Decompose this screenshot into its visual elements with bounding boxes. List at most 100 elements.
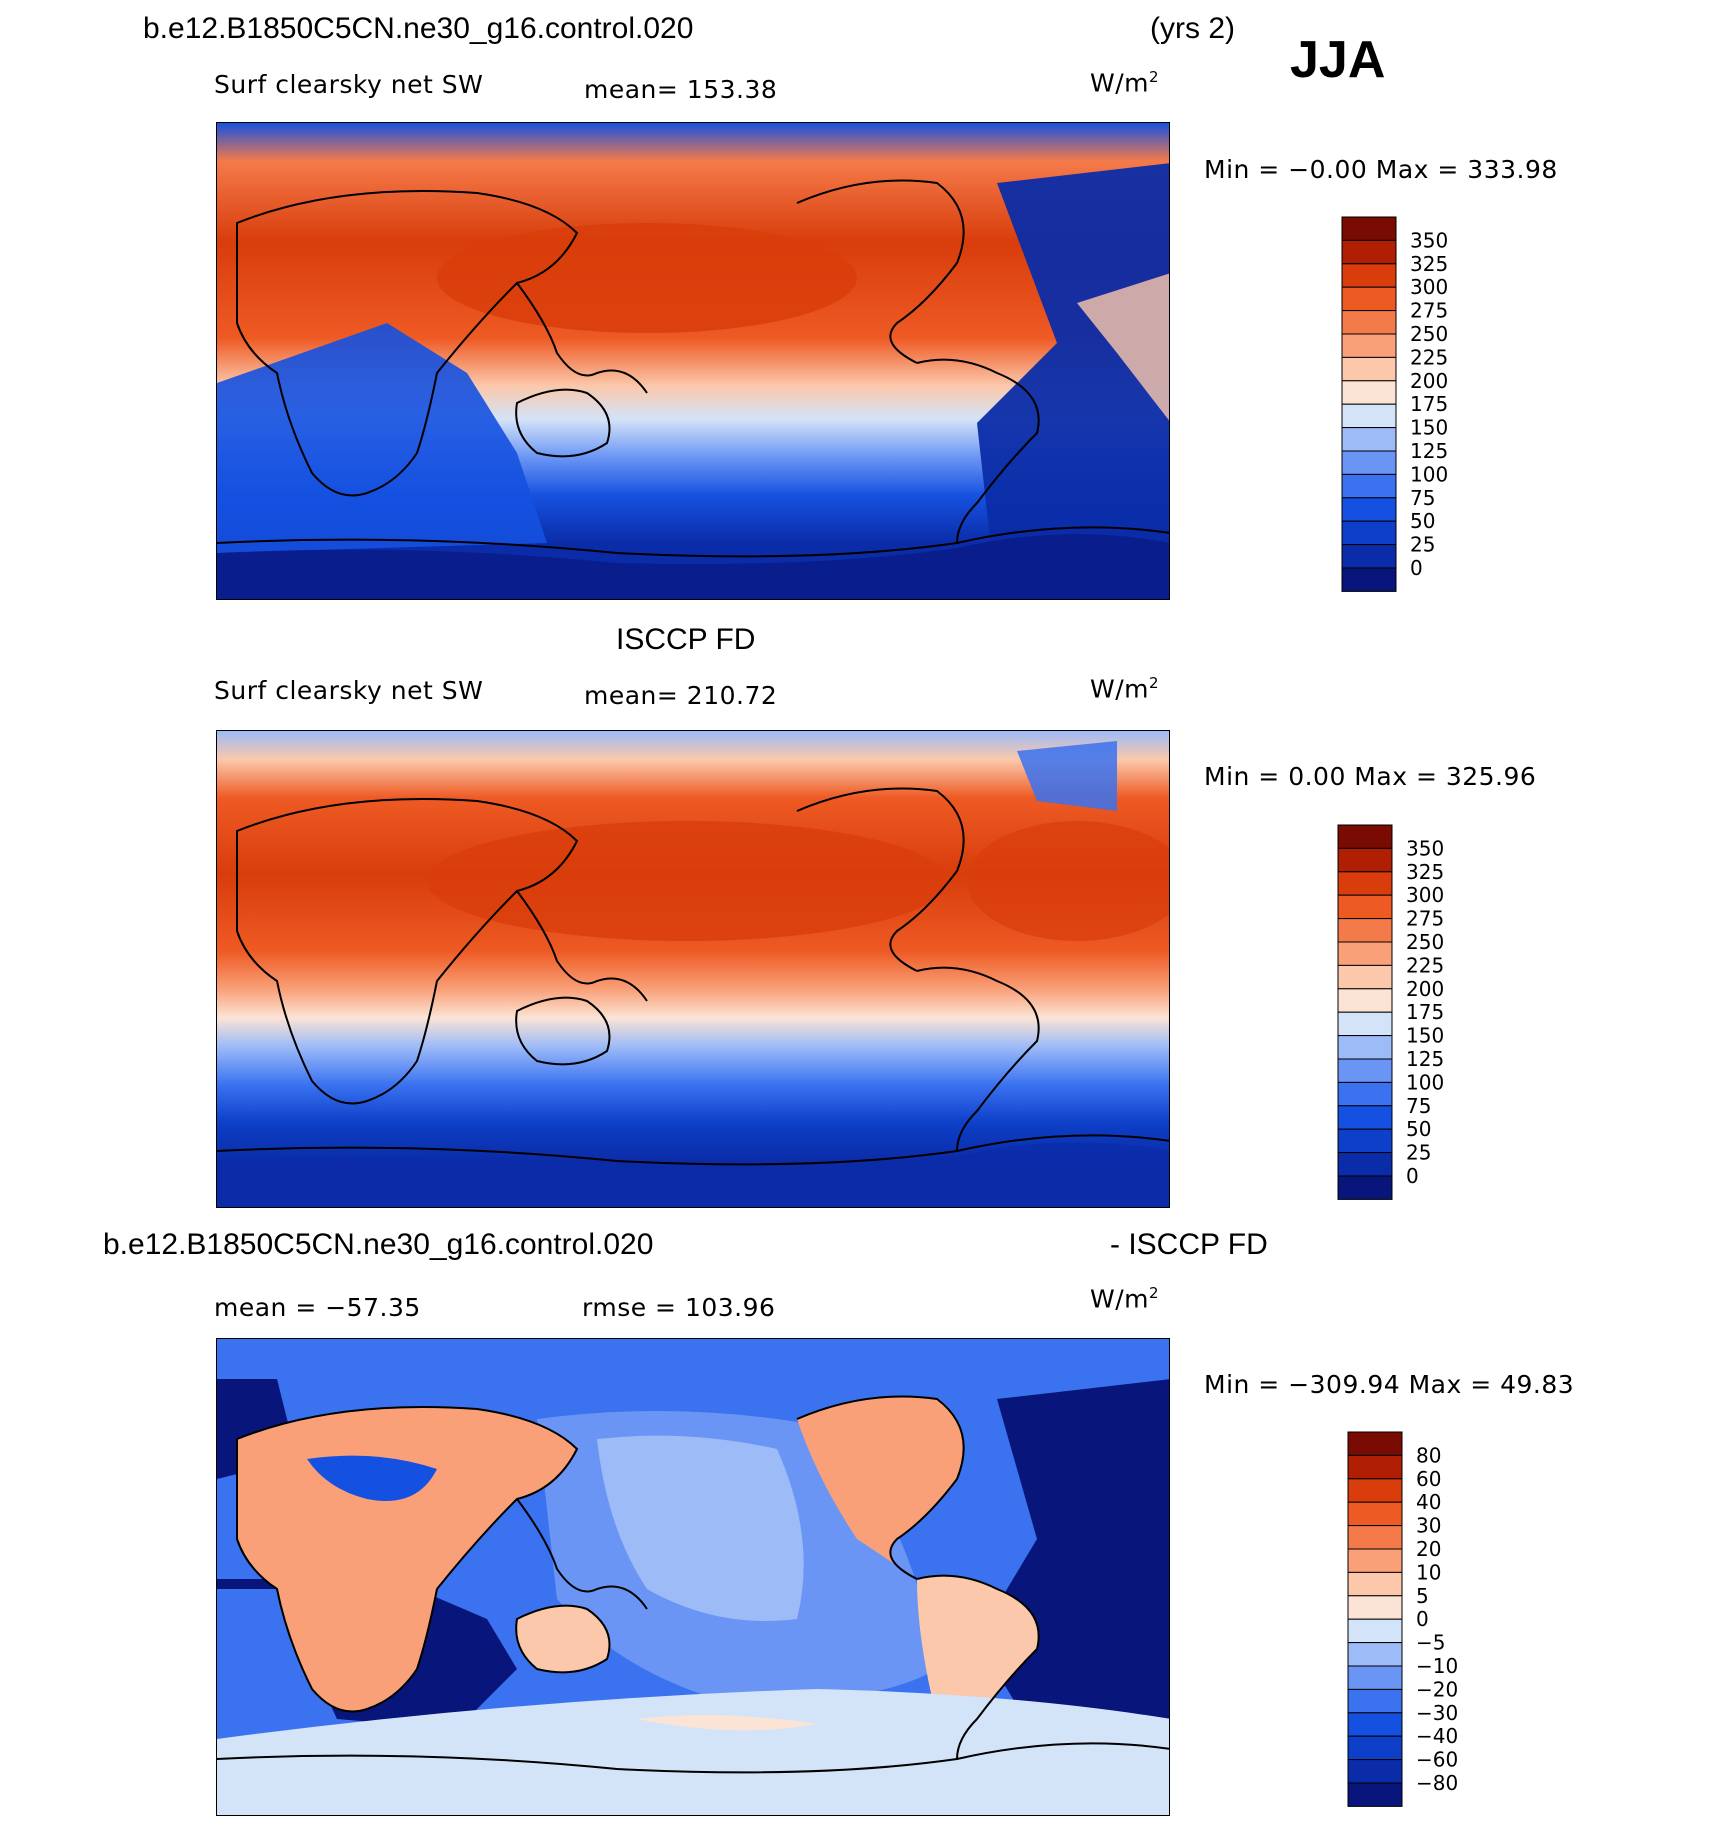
- colorbar-swatch: [1347, 1712, 1403, 1737]
- colorbar-swatch: [1341, 263, 1397, 288]
- colorbar-swatch: [1341, 333, 1397, 358]
- panel3-rmse: rmse = 103.96: [582, 1293, 776, 1322]
- colorbar-tick-label: −30: [1416, 1701, 1458, 1725]
- panel2-minmax: Min = 0.00 Max = 325.96: [1204, 762, 1537, 791]
- colorbar-tick-label: 300: [1410, 275, 1448, 299]
- colorbar-tick-label: 5: [1416, 1584, 1429, 1608]
- colorbar-swatch: [1341, 380, 1397, 405]
- colorbar-swatch: [1347, 1735, 1403, 1761]
- panel1-map: [216, 122, 1170, 600]
- panel2-colorbar: 350 325 300 275 250 225 200 175 150 125 100 75 50 25 0: [1336, 823, 1496, 1203]
- colorbar-tick-label: 200: [1406, 977, 1444, 1001]
- colorbar-tick-label: 0: [1406, 1164, 1419, 1188]
- colorbar-tick-label: 0: [1410, 556, 1423, 580]
- colorbar-swatch: [1347, 1501, 1403, 1527]
- colorbar-tick-label: 50: [1410, 509, 1435, 533]
- colorbar-tick-label: 175: [1406, 1000, 1444, 1024]
- panel1-units: W/m2: [1090, 68, 1160, 98]
- colorbar-tick-label: 250: [1406, 930, 1444, 954]
- colorbar-tick-label: 225: [1406, 953, 1444, 977]
- panel1-mean: mean= 153.38: [584, 75, 778, 104]
- colorbar-tick-label: 150: [1410, 416, 1448, 440]
- colorbar-swatch: [1347, 1454, 1403, 1480]
- panel3-case-title-right: - ISCCP FD: [1110, 1228, 1268, 1261]
- colorbar-tick-label: 80: [1416, 1443, 1441, 1467]
- panel2-case-title: ISCCP FD: [616, 623, 756, 656]
- colorbar-swatch: [1341, 239, 1397, 265]
- colorbar-tick-label: −60: [1416, 1748, 1458, 1772]
- colorbar-tick-label: 75: [1406, 1094, 1431, 1118]
- colorbar-swatch: [1341, 216, 1397, 241]
- panel3-minmax: Min = −309.94 Max = 49.83: [1204, 1370, 1575, 1399]
- colorbar-tick-label: 125: [1410, 439, 1448, 463]
- colorbar-swatch: [1337, 1011, 1393, 1037]
- colorbar-swatch: [1347, 1618, 1403, 1644]
- colorbar-tick-label: −20: [1416, 1677, 1458, 1701]
- panel2-map: [216, 730, 1170, 1208]
- colorbar-swatch: [1337, 1081, 1393, 1107]
- colorbar-tick-label: 75: [1410, 486, 1435, 510]
- colorbar-tick-label: 275: [1406, 907, 1444, 931]
- colorbar-swatch: [1337, 871, 1393, 896]
- panel3-case-title: b.e12.B1850C5CN.ne30_g16.control.020: [103, 1228, 654, 1261]
- panel1-variable: Surf clearsky net SW: [214, 70, 484, 99]
- colorbar-swatch: [1347, 1478, 1403, 1503]
- colorbar-swatch: [1341, 473, 1397, 499]
- colorbar-tick-label: 300: [1406, 883, 1444, 907]
- colorbar-swatch: [1347, 1642, 1403, 1667]
- colorbar-swatch: [1337, 988, 1393, 1013]
- panel1-colorbar: 350 325 300 275 250 225 200 175 150 125 100 75 50 25 0: [1340, 215, 1500, 595]
- colorbar-swatch: [1347, 1548, 1403, 1573]
- colorbar-tick-label: 325: [1406, 860, 1444, 884]
- colorbar-swatch: [1341, 403, 1397, 429]
- colorbar-swatch: [1347, 1688, 1403, 1714]
- season-label: JJA: [1290, 31, 1386, 89]
- colorbar-swatch: [1337, 941, 1393, 966]
- colorbar-swatch: [1347, 1431, 1403, 1456]
- colorbar-swatch: [1337, 847, 1393, 873]
- colorbar-tick-label: 60: [1416, 1467, 1441, 1491]
- colorbar-tick-label: 25: [1406, 1141, 1431, 1165]
- colorbar-tick-label: 25: [1410, 533, 1435, 557]
- colorbar-swatch: [1347, 1571, 1403, 1597]
- colorbar-swatch: [1337, 1058, 1393, 1083]
- colorbar-swatch: [1337, 1175, 1393, 1200]
- panel1-years: (yrs 2): [1150, 12, 1235, 45]
- colorbar-tick-label: −5: [1416, 1631, 1445, 1655]
- colorbar-tick-label: 50: [1406, 1117, 1431, 1141]
- colorbar-swatch: [1347, 1595, 1403, 1620]
- colorbar-swatch: [1337, 964, 1393, 990]
- colorbar-tick-label: 325: [1410, 252, 1448, 276]
- colorbar-swatch: [1337, 824, 1393, 849]
- colorbar-swatch: [1341, 497, 1397, 522]
- colorbar-swatch: [1341, 450, 1397, 475]
- panel2-mean: mean= 210.72: [584, 681, 778, 710]
- colorbar-tick-label: −80: [1416, 1771, 1458, 1795]
- colorbar-tick-label: 20: [1416, 1537, 1441, 1561]
- colorbar-tick-label: 150: [1406, 1024, 1444, 1048]
- colorbar-tick-label: 250: [1410, 322, 1448, 346]
- colorbar-swatch: [1347, 1782, 1403, 1807]
- colorbar-swatch: [1337, 918, 1393, 943]
- colorbar-swatch: [1337, 1035, 1393, 1060]
- colorbar-swatch: [1341, 310, 1397, 335]
- colorbar-tick-label: −10: [1416, 1654, 1458, 1678]
- colorbar-swatch: [1341, 520, 1397, 546]
- colorbar-tick-label: −40: [1416, 1724, 1458, 1748]
- colorbar-swatch: [1337, 894, 1393, 920]
- colorbar-tick-label: 350: [1410, 228, 1448, 252]
- colorbar-swatch: [1341, 427, 1397, 452]
- colorbar-swatch: [1347, 1665, 1403, 1690]
- colorbar-tick-label: 275: [1410, 299, 1448, 323]
- colorbar-tick-label: 40: [1416, 1490, 1441, 1514]
- colorbar-tick-label: 0: [1416, 1607, 1429, 1631]
- colorbar-swatch: [1341, 567, 1397, 592]
- colorbar-swatch: [1341, 544, 1397, 569]
- colorbar-tick-label: 10: [1416, 1560, 1441, 1584]
- colorbar-swatch: [1337, 1128, 1393, 1154]
- colorbar-tick-label: 125: [1406, 1047, 1444, 1071]
- colorbar-tick-label: 200: [1410, 369, 1448, 393]
- colorbar-swatch: [1347, 1759, 1403, 1784]
- panel1-minmax: Min = −0.00 Max = 333.98: [1204, 155, 1558, 184]
- colorbar-swatch: [1337, 1105, 1393, 1130]
